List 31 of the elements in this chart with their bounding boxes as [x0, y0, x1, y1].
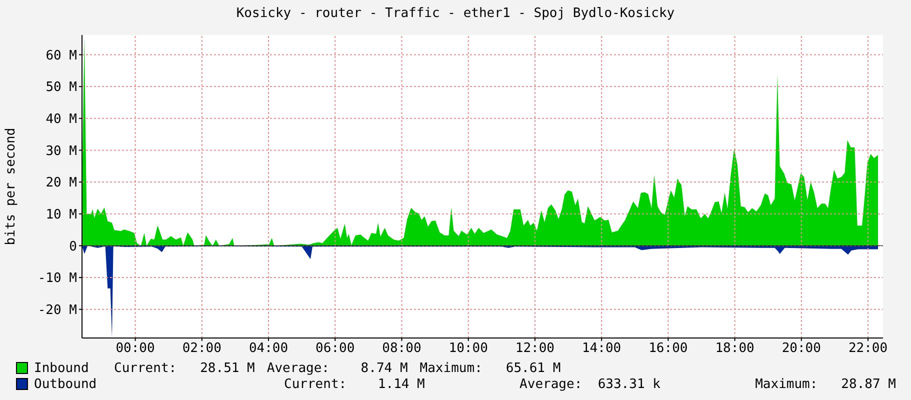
text: Average: 633.31 k [520, 376, 660, 392]
y-tick-label: 30 M [46, 144, 78, 159]
text: Current: 28.51 M [114, 360, 255, 376]
x-tick-label: 12:00 [515, 341, 555, 356]
x-tick-label: 00:00 [116, 341, 155, 356]
x-tick-label: 08:00 [382, 341, 422, 356]
y-tick-label: 60 M [46, 48, 78, 64]
x-tick-label: 16:00 [648, 341, 688, 356]
text: Maximum: 28.87 M [755, 376, 896, 392]
x-tick-label: 14:00 [582, 341, 622, 356]
x-tick-label: 22:00 [848, 341, 888, 356]
y-tick-label: -10 M [38, 271, 78, 286]
x-tick-label: 06:00 [316, 341, 355, 356]
x-tick-label: 20:00 [782, 341, 821, 356]
x-tick-label: 18:00 [715, 341, 754, 356]
legend-label: Outbound [34, 376, 98, 392]
y-tick-label: 50 M [46, 80, 78, 96]
x-tick-label: 10:00 [448, 341, 488, 356]
y-tick-label: 40 M [46, 112, 78, 128]
y-tick-label: 10 M [46, 207, 78, 222]
chart-title: Kosicky - router - Traffic - ether1 - Spoj Bydlo-Kosicky [235, 6, 676, 21]
y-tick-label: 0 [69, 239, 77, 254]
text: Current: 1.14 M [284, 376, 425, 392]
x-tick-label: 02:00 [182, 341, 222, 356]
y-tick-label: -20 M [38, 302, 78, 318]
y-axis-title: bits per second [4, 128, 19, 246]
legend-label: Inbound [34, 360, 90, 376]
y-tick-label: 20 M [46, 176, 78, 191]
text: Average: 8.74 M [266, 360, 408, 376]
text: Maximum: 65.61 M [420, 360, 561, 376]
x-tick-label: 04:00 [248, 341, 288, 356]
